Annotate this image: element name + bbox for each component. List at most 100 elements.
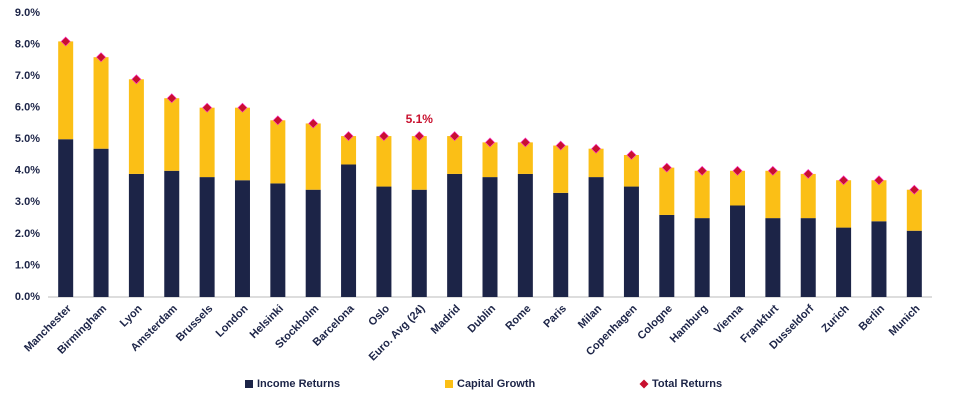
x-tick-label: Hamburg <box>668 303 711 346</box>
bar-segment <box>836 227 852 297</box>
total-marker <box>343 131 354 141</box>
bar-segment <box>58 41 74 140</box>
bar-segment <box>164 170 180 297</box>
total-marker <box>60 36 71 47</box>
x-tick-label: Oslo <box>366 302 392 328</box>
bar-segment <box>482 142 498 178</box>
y-tick-label: 9.0% <box>15 7 40 19</box>
bar-segment <box>588 148 604 178</box>
bar-segment <box>765 170 781 219</box>
total-marker <box>131 74 142 85</box>
legend-label: Income Returns <box>257 378 340 390</box>
total-marker <box>803 169 814 179</box>
annotation: 5.1% <box>406 112 434 126</box>
legend-label: Capital Growth <box>457 378 536 390</box>
total-marker <box>202 102 213 113</box>
bar-segment <box>659 167 675 215</box>
bar-segment <box>93 57 109 149</box>
bar-segment <box>517 173 533 297</box>
total-marker <box>555 140 566 151</box>
bar-segment <box>199 107 215 178</box>
total-marker <box>308 118 319 129</box>
bar-segment <box>517 142 533 174</box>
total-marker <box>96 52 106 63</box>
legend-swatch <box>445 380 453 388</box>
total-marker <box>874 175 884 186</box>
y-tick-label: 7.0% <box>15 70 40 82</box>
bar-segment <box>694 218 710 297</box>
y-tick-label: 2.0% <box>15 228 40 240</box>
bar-segment <box>694 170 710 219</box>
legend-swatch <box>639 379 649 389</box>
bar-segment <box>871 180 887 222</box>
bar-segment <box>730 205 746 297</box>
bar-segment <box>906 189 922 231</box>
total-marker <box>272 115 283 126</box>
x-tick-label: London <box>214 303 251 340</box>
bar-segment <box>341 164 357 297</box>
bar-segment <box>553 145 569 193</box>
x-tick-label: Paris <box>541 303 569 331</box>
y-tick-label: 6.0% <box>15 102 40 114</box>
bar-segment <box>906 230 922 297</box>
y-tick-label: 4.0% <box>15 165 40 177</box>
bar-segment <box>800 173 816 219</box>
total-marker <box>626 150 637 160</box>
bar-segment <box>447 173 463 297</box>
x-tick-label: Berlin <box>857 303 888 334</box>
bar-segment <box>623 155 639 187</box>
bar-segment <box>623 186 639 297</box>
bar-segment <box>164 98 180 171</box>
total-marker <box>166 93 177 104</box>
bar-segment <box>128 79 144 174</box>
y-tick-label: 0.0% <box>15 291 40 303</box>
bar-segment <box>588 177 604 297</box>
bar-segment <box>234 180 250 297</box>
x-tick-label: Brussels <box>174 303 215 344</box>
bar-segment <box>765 218 781 297</box>
total-marker <box>414 131 425 141</box>
total-marker <box>520 137 531 148</box>
x-tick-label: Zurich <box>820 303 852 335</box>
legend-swatch <box>245 380 253 388</box>
x-tick-label: Rome <box>503 303 533 333</box>
x-tick-label: Munich <box>887 302 923 338</box>
y-tick-label: 1.0% <box>15 259 40 271</box>
bar-segment <box>376 186 392 297</box>
total-marker <box>767 165 778 176</box>
bar-segment <box>58 139 74 297</box>
bar-segment <box>199 177 215 297</box>
bar-segment <box>553 192 569 297</box>
bar-segment <box>376 136 392 187</box>
y-tick-label: 5.0% <box>15 133 40 145</box>
total-marker <box>237 102 248 113</box>
total-marker <box>909 184 920 195</box>
bar-segment <box>836 180 852 228</box>
total-marker <box>732 165 743 176</box>
bar-segment <box>447 136 463 174</box>
total-marker <box>485 137 495 148</box>
total-marker <box>661 162 672 173</box>
bar-segment <box>482 177 498 297</box>
total-marker <box>838 175 849 186</box>
legend-label: Total Returns <box>652 378 722 390</box>
bar-segment <box>270 183 286 297</box>
y-tick-label: 8.0% <box>15 38 40 50</box>
bar-segment <box>93 148 109 297</box>
x-tick-label: Madrid <box>429 303 463 337</box>
x-tick-label: Milan <box>576 303 605 332</box>
bar-segment <box>871 221 887 297</box>
bar-segment <box>128 173 144 297</box>
bar-segment <box>411 136 427 190</box>
bar-segment <box>305 123 321 190</box>
x-tick-label: Lyon <box>118 302 145 329</box>
total-marker <box>591 143 602 154</box>
bar-segment <box>305 189 321 297</box>
bar-segment <box>270 120 286 184</box>
bar-segment <box>411 189 427 297</box>
y-tick-label: 3.0% <box>15 196 40 208</box>
bar-segment <box>800 218 816 297</box>
x-tick-label: Vienna <box>712 302 746 336</box>
bar-segment <box>659 214 675 297</box>
